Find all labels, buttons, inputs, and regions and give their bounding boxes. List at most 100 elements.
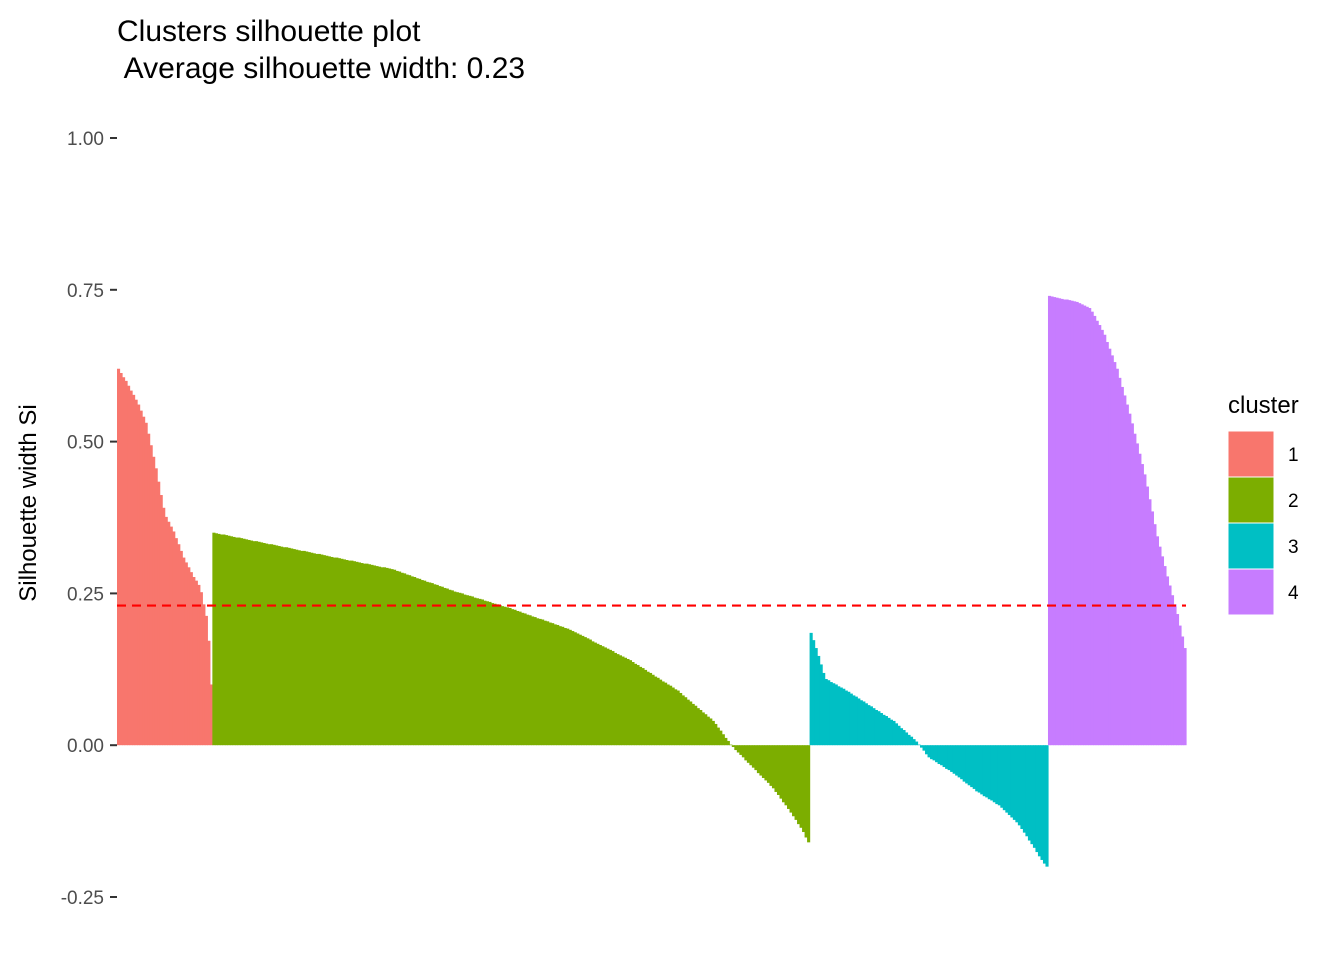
bar-cluster-4 bbox=[1083, 305, 1087, 746]
bar-cluster-2 bbox=[694, 705, 698, 746]
bar-cluster-4 bbox=[1125, 404, 1129, 746]
bar-cluster-2 bbox=[566, 628, 570, 746]
bar-cluster-2 bbox=[285, 547, 289, 746]
bar-cluster-1 bbox=[177, 544, 181, 746]
bar-cluster-2 bbox=[671, 687, 675, 746]
bar-cluster-3 bbox=[854, 696, 858, 746]
bar-cluster-2 bbox=[425, 581, 429, 746]
bar-cluster-2 bbox=[473, 597, 477, 746]
bar-cluster-4 bbox=[1068, 300, 1072, 746]
bar-cluster-4 bbox=[1050, 296, 1054, 746]
bar-cluster-3 bbox=[829, 682, 833, 746]
bar-cluster-2 bbox=[799, 745, 803, 828]
bar-cluster-2 bbox=[533, 617, 537, 746]
bar-cluster-1 bbox=[209, 684, 213, 746]
bar-cluster-2 bbox=[729, 744, 733, 746]
bar-cluster-2 bbox=[485, 601, 489, 746]
bar-cluster-1 bbox=[127, 385, 131, 746]
bar-cluster-2 bbox=[310, 552, 314, 746]
bar-cluster-3 bbox=[874, 709, 878, 746]
bar-cluster-2 bbox=[746, 745, 750, 763]
bar-cluster-3 bbox=[902, 730, 906, 746]
bar-cluster-3 bbox=[952, 745, 956, 774]
bar-cluster-3 bbox=[877, 711, 881, 746]
bar-cluster-2 bbox=[297, 550, 301, 746]
bar-cluster-4 bbox=[1075, 301, 1079, 746]
y-tick-label: 0.50 bbox=[67, 433, 104, 454]
bar-cluster-2 bbox=[591, 641, 595, 746]
bar-cluster-2 bbox=[613, 652, 617, 746]
chart-subtitle: Average silhouette width: 0.23 bbox=[117, 52, 525, 85]
bar-cluster-2 bbox=[526, 614, 530, 746]
bar-cluster-4 bbox=[1060, 298, 1064, 746]
bar-cluster-4 bbox=[1058, 298, 1062, 746]
bar-cluster-2 bbox=[508, 607, 512, 746]
bar-cluster-4 bbox=[1055, 297, 1059, 746]
bar-cluster-4 bbox=[1073, 301, 1077, 746]
bar-cluster-3 bbox=[995, 745, 999, 805]
bar-cluster-3 bbox=[812, 640, 816, 746]
bar-cluster-2 bbox=[774, 745, 778, 792]
bar-cluster-3 bbox=[967, 745, 971, 786]
bar-cluster-3 bbox=[1027, 745, 1032, 841]
bar-cluster-2 bbox=[239, 538, 244, 746]
legend-swatch-cluster-2 bbox=[1227, 476, 1275, 524]
bar-cluster-2 bbox=[521, 612, 525, 746]
bar-cluster-4 bbox=[1047, 295, 1052, 746]
bar-cluster-2 bbox=[388, 568, 392, 746]
bar-cluster-2 bbox=[601, 646, 605, 746]
bar-cluster-2 bbox=[219, 534, 223, 746]
bar-cluster-2 bbox=[229, 536, 234, 746]
bar-cluster-2 bbox=[232, 536, 236, 746]
bar-cluster-4 bbox=[1130, 423, 1134, 746]
bar-cluster-1 bbox=[149, 445, 153, 746]
bar-cluster-2 bbox=[255, 541, 259, 746]
bar-cluster-3 bbox=[827, 680, 831, 746]
bar-cluster-2 bbox=[413, 577, 417, 746]
bar-cluster-3 bbox=[849, 693, 853, 746]
bar-cluster-3 bbox=[940, 745, 944, 766]
bar-cluster-3 bbox=[1035, 745, 1039, 853]
bar-cluster-2 bbox=[515, 611, 520, 746]
bar-cluster-2 bbox=[287, 547, 291, 746]
bar-cluster-3 bbox=[907, 734, 911, 746]
bar-cluster-3 bbox=[977, 745, 981, 793]
bar-cluster-3 bbox=[1030, 745, 1034, 845]
bar-cluster-2 bbox=[651, 674, 655, 746]
bar-cluster-2 bbox=[701, 712, 705, 746]
bar-cluster-2 bbox=[423, 580, 427, 746]
bar-cluster-2 bbox=[415, 578, 419, 746]
bar-cluster-3 bbox=[990, 745, 994, 801]
bar-cluster-3 bbox=[852, 695, 856, 746]
bar-cluster-4 bbox=[1095, 320, 1099, 746]
bar-cluster-3 bbox=[899, 728, 904, 746]
bar-cluster-4 bbox=[1160, 556, 1165, 746]
bar-cluster-2 bbox=[603, 647, 607, 746]
bar-cluster-2 bbox=[721, 734, 725, 746]
bar-cluster-2 bbox=[217, 533, 221, 746]
bar-cluster-2 bbox=[480, 599, 484, 746]
bar-cluster-3 bbox=[892, 720, 896, 746]
bar-cluster-2 bbox=[370, 564, 374, 746]
bar-cluster-2 bbox=[347, 560, 351, 746]
bar-cluster-3 bbox=[935, 745, 939, 763]
bar-cluster-2 bbox=[581, 635, 585, 746]
bar-cluster-2 bbox=[633, 663, 638, 746]
bar-cluster-2 bbox=[282, 547, 286, 746]
bar-cluster-2 bbox=[305, 551, 309, 746]
legend-swatch-cluster-3 bbox=[1227, 522, 1275, 570]
bar-cluster-2 bbox=[573, 632, 577, 746]
bar-cluster-2 bbox=[681, 695, 685, 746]
bar-cluster-2 bbox=[754, 745, 758, 771]
bar-cluster-3 bbox=[927, 745, 931, 758]
bar-cluster-2 bbox=[621, 656, 625, 746]
bar-cluster-2 bbox=[699, 709, 703, 746]
bar-cluster-1 bbox=[122, 377, 126, 746]
y-axis-title: Silhouette width Si bbox=[15, 404, 42, 601]
y-axis: -0.25 0.00 0.25 0.50 0.75 1.00 bbox=[61, 129, 117, 909]
bar-cluster-2 bbox=[807, 745, 811, 843]
bar-cluster-3 bbox=[819, 664, 823, 746]
bar-cluster-2 bbox=[711, 720, 715, 746]
bar-cluster-2 bbox=[659, 679, 663, 746]
bar-cluster-4 bbox=[1078, 303, 1082, 746]
